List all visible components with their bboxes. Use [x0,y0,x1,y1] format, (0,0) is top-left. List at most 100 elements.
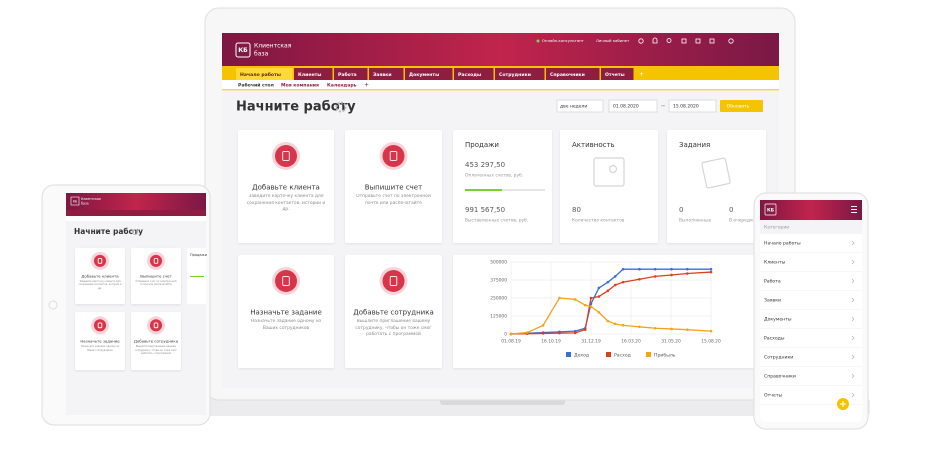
tab-label: Начало работы [240,71,281,78]
phone-header [760,200,862,220]
card-text: Вышлите приглашение вашему сотруднику, ч… [135,345,177,356]
tab[interactable] [546,68,600,80]
subtabs-line [222,89,779,91]
card-text: Отправьте счет по электронной почте или … [356,194,431,206]
tab-add[interactable]: + [639,71,644,78]
tab-label: Отчеты [605,72,625,78]
x-tick-label: 15.08.20 [701,339,721,345]
card[interactable] [345,130,442,243]
subtab-label[interactable]: Моя компания [281,83,319,89]
card-icon-glyph [153,322,159,329]
card[interactable] [238,255,334,368]
series-point [621,267,625,271]
date-from[interactable] [608,99,658,113]
tasks-queue: 0 [729,206,733,214]
activity-icon [593,157,625,187]
online-dot [536,39,540,43]
phone-logo-box [764,203,777,216]
header [222,33,779,66]
tab-label: Расходы [458,72,481,78]
tasks-done-label: Выполненные [679,218,712,224]
tab[interactable] [369,68,404,80]
card[interactable] [345,255,442,368]
activity-count: 80 [572,206,581,214]
tab[interactable] [495,68,545,80]
laptop-base [135,398,870,416]
card[interactable] [75,312,125,370]
x-tick-label: 31.05.20 [661,339,681,345]
tab[interactable] [405,68,453,80]
phone-logo: КБ [767,208,775,214]
menu-item[interactable]: Работа [764,279,781,285]
subtab-label[interactable]: Календарь [327,83,357,89]
menu-item[interactable]: Отчеты [764,393,783,399]
top-link[interactable]: Личный кабинет [596,38,630,43]
menu-item[interactable]: Расходы [764,336,785,342]
subtab-label[interactable]: Рабочий стол [238,82,274,89]
menu-item[interactable]: Заявки [764,298,781,304]
menu-item[interactable]: Документы [764,317,792,323]
card-icon-glyph [153,258,159,264]
series-point [573,298,577,301]
tab[interactable] [334,68,368,80]
fab-plus [840,401,846,407]
series-point [606,319,610,323]
tablet-brand: Клиентская [81,197,101,201]
tab[interactable] [294,68,333,80]
tab[interactable] [601,68,634,80]
series-point [638,267,641,271]
card-text-box: Назначьте задание одному из Ваших сотруд… [251,319,321,330]
series-line [510,268,711,335]
series-point [526,331,529,334]
laptop: КБ Клиентская база Онлайн-консультант Ли… [135,7,870,416]
tablet-logo: КБ [73,199,77,203]
card-icon [93,254,107,267]
refresh-button[interactable] [720,100,763,112]
refresh-button-text: Обновить [727,104,750,110]
series-point [589,296,593,300]
x-tick-label: 01.08.19 [501,339,521,345]
series-point [597,295,601,298]
card-text-box: Заведите карточку клиента для сохранения… [78,279,122,290]
card[interactable] [131,312,181,370]
menu-item[interactable]: Клиенты [764,260,786,266]
card-icon-glyph [389,276,398,286]
x-tick-label: 16.10.19 [541,339,561,345]
subtab-add[interactable]: + [364,82,369,89]
card-icon-glyph [97,322,103,329]
tab[interactable] [236,68,293,80]
legend-swatch [566,352,571,357]
series-point [583,303,587,307]
tab[interactable] [454,68,494,80]
series-point [709,329,713,333]
card[interactable] [238,130,334,243]
series-point [638,325,641,329]
top-link[interactable]: Онлайн-консультант [542,38,585,43]
x-tick-label: 16.03.20 [621,339,641,345]
menu-item[interactable]: Начало работы [764,241,801,247]
card-text: Заведите карточку клиента для сохранения… [78,279,122,290]
date-to[interactable] [668,99,717,113]
period-select[interactable] [556,99,604,113]
series-point [670,327,673,331]
card[interactable] [131,248,181,304]
menu-chevron [851,392,855,398]
card-text: Вышлите приглашение вашему сотруднику, ч… [355,319,432,338]
tab-label: Клиенты [298,72,321,78]
menu-item[interactable]: Сотрудники [764,355,793,361]
series-point [653,326,657,330]
tasks-title: Задания [679,141,710,149]
series-point [686,267,689,271]
y-tick-label: 250000 [490,296,507,302]
menu-item[interactable]: Справочники [764,374,796,380]
card-icon [149,254,163,267]
y-tick-label: 0 [504,332,507,338]
tablet: КБ Клиентская база Начните работу Добавь… [41,184,211,426]
card-icon [93,319,107,332]
tasks-done: 0 [679,206,683,214]
card-icon [275,269,297,292]
period-select-text: две недели [560,105,587,110]
menu-chevron [851,297,855,303]
card[interactable] [75,248,125,304]
card-icon [149,319,163,332]
